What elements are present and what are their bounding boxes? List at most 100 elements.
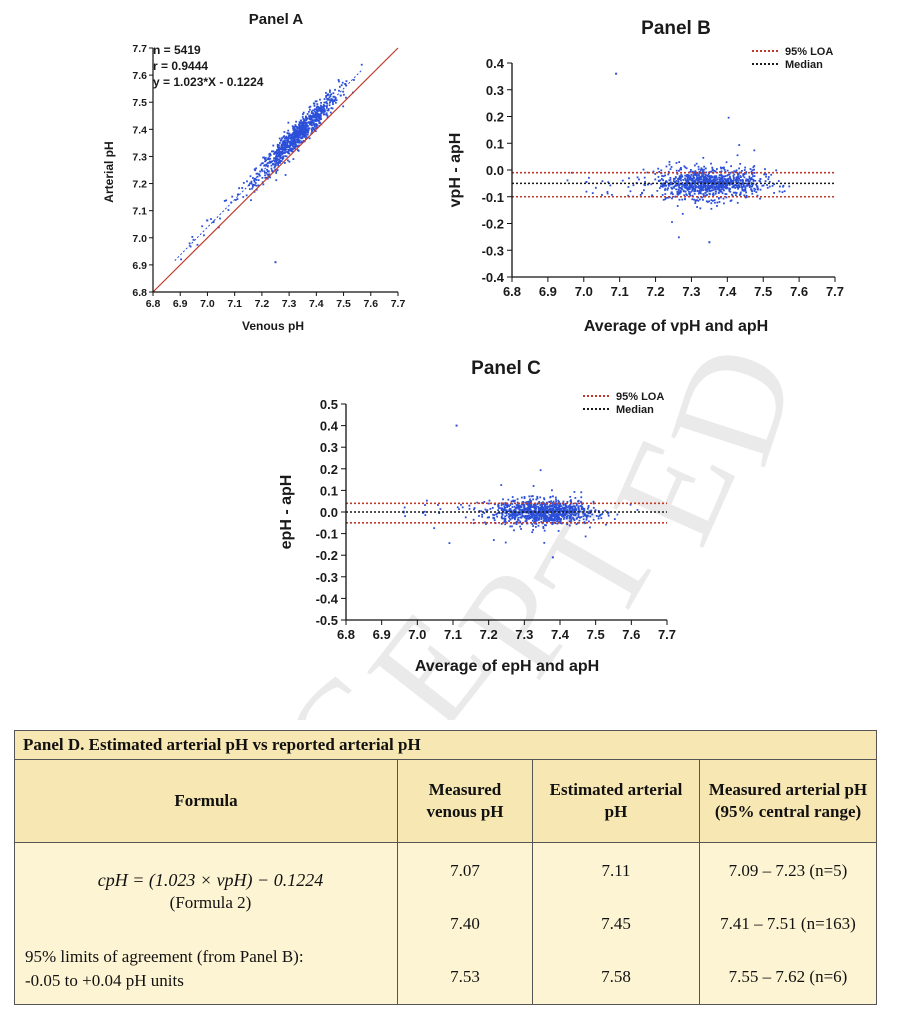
panel-c-point bbox=[563, 509, 566, 511]
panel-a-point bbox=[294, 147, 296, 150]
panel-b-point bbox=[689, 177, 692, 180]
panel-c-point bbox=[534, 509, 537, 512]
panel-a-point bbox=[297, 141, 300, 144]
panel-c-point bbox=[577, 513, 580, 515]
panel-c-point bbox=[513, 505, 516, 508]
panel-c-point bbox=[542, 510, 545, 513]
panel-b-point bbox=[713, 176, 715, 179]
panel-a-chart: Panel A 6.8 6.9 7.0 7.1 7.2 7.3 7.4 7.5 7.6 7.76.… bbox=[102, 11, 405, 333]
panel-c-point bbox=[541, 505, 543, 508]
panel-b-point bbox=[715, 185, 718, 187]
panel-b-point bbox=[680, 168, 683, 171]
panel-b-point bbox=[707, 187, 710, 189]
panel-b-point bbox=[651, 194, 654, 197]
panel-a-point bbox=[299, 130, 302, 133]
panel-b-point bbox=[726, 178, 729, 181]
panel-b-point bbox=[716, 181, 719, 183]
panel-a-point bbox=[302, 140, 305, 142]
panel-b-point bbox=[671, 221, 673, 223]
panel-a-point bbox=[293, 137, 296, 140]
panel-c-point bbox=[552, 495, 554, 498]
panel-b-point bbox=[765, 175, 767, 178]
panel-b-point bbox=[721, 184, 724, 187]
panel-b-point bbox=[632, 184, 635, 187]
panel-c-point bbox=[473, 507, 476, 509]
panel-a-y-tick-label: 7.6 bbox=[132, 70, 147, 82]
panel-b-point bbox=[665, 165, 668, 168]
panel-a-point bbox=[300, 133, 303, 136]
panel-a-point bbox=[334, 97, 337, 99]
panel-c-point bbox=[541, 515, 544, 518]
panel-b-point bbox=[721, 166, 724, 169]
panel-c-point bbox=[506, 506, 508, 508]
panel-b-point bbox=[684, 166, 687, 169]
panel-b-point bbox=[714, 183, 717, 186]
panel-c-point bbox=[543, 529, 546, 532]
panel-b-point bbox=[702, 178, 705, 181]
panel-b-point bbox=[700, 184, 702, 187]
panel-b-point bbox=[691, 170, 694, 173]
panel-b-point bbox=[715, 190, 717, 193]
panel-b-point bbox=[775, 169, 778, 172]
panel-a-point bbox=[313, 115, 316, 118]
panel-a-point bbox=[309, 105, 312, 108]
panel-c-point bbox=[485, 523, 487, 525]
panel-b-point bbox=[714, 192, 717, 195]
panel-b-point bbox=[704, 167, 707, 170]
panel-a-point bbox=[292, 128, 295, 131]
panel-a-point bbox=[311, 120, 313, 123]
panel-b-point bbox=[779, 185, 781, 188]
panel-b-point bbox=[741, 186, 744, 188]
panel-c-point bbox=[541, 513, 544, 516]
panel-b-point bbox=[727, 178, 730, 181]
panel-c-point bbox=[478, 515, 480, 517]
panel-a-point bbox=[301, 121, 304, 124]
panel-c-point bbox=[558, 512, 561, 515]
panel-b-point bbox=[719, 171, 721, 173]
panel-a-point bbox=[282, 144, 285, 146]
panel-a-point bbox=[277, 161, 279, 164]
panel-a-point bbox=[302, 125, 305, 128]
panel-a-point bbox=[265, 163, 268, 166]
panel-b-point bbox=[707, 184, 710, 187]
panel-b-point bbox=[659, 185, 662, 188]
panel-c-point bbox=[548, 510, 551, 513]
panel-c-point bbox=[523, 507, 526, 510]
panel-a-point bbox=[260, 168, 263, 171]
panel-a-point bbox=[212, 221, 215, 224]
panel-c-x-tick-label: 7.6 bbox=[622, 627, 640, 642]
panel-a-point bbox=[303, 133, 305, 136]
panel-c-point bbox=[514, 517, 517, 519]
panel-a-point bbox=[288, 132, 291, 135]
panel-c-point bbox=[572, 518, 575, 520]
panel-c-point bbox=[570, 500, 573, 503]
panel-c-point bbox=[504, 519, 507, 521]
panel-a-x-tick-label: 7.4 bbox=[309, 298, 324, 310]
panel-c-point bbox=[553, 503, 555, 506]
panel-a-point bbox=[280, 160, 283, 163]
panel-b-point bbox=[735, 194, 737, 197]
panel-c-point bbox=[502, 503, 505, 506]
panel-b-point bbox=[744, 188, 747, 191]
panel-a-point bbox=[298, 129, 301, 132]
panel-c-point bbox=[584, 535, 587, 538]
panel-c-point bbox=[522, 504, 525, 507]
panel-c-point bbox=[520, 516, 523, 519]
panel-c-point bbox=[539, 496, 542, 499]
panel-a-point bbox=[275, 155, 278, 157]
panel-c-point bbox=[543, 513, 546, 516]
panel-a-point bbox=[277, 155, 280, 158]
table-cell: 7.41 – 7.51 (n=163) bbox=[720, 914, 856, 933]
panel-c-point bbox=[508, 520, 510, 523]
panel-b-point bbox=[681, 181, 684, 184]
panel-c-point bbox=[516, 521, 519, 523]
panel-b-point bbox=[723, 185, 725, 188]
panel-a-point bbox=[264, 176, 267, 179]
panel-b-point bbox=[678, 176, 681, 179]
panel-b-point bbox=[700, 192, 702, 195]
panel-c-point bbox=[534, 516, 537, 519]
panel-c-point bbox=[545, 507, 548, 510]
panel-b-chart: Panel B 6.8 6.9 7.0 7.1 7.2 7.3 7.4 7.5 7.6 7.70.… bbox=[447, 18, 844, 335]
panel-b-point bbox=[710, 176, 712, 179]
panel-a-point bbox=[313, 110, 316, 113]
